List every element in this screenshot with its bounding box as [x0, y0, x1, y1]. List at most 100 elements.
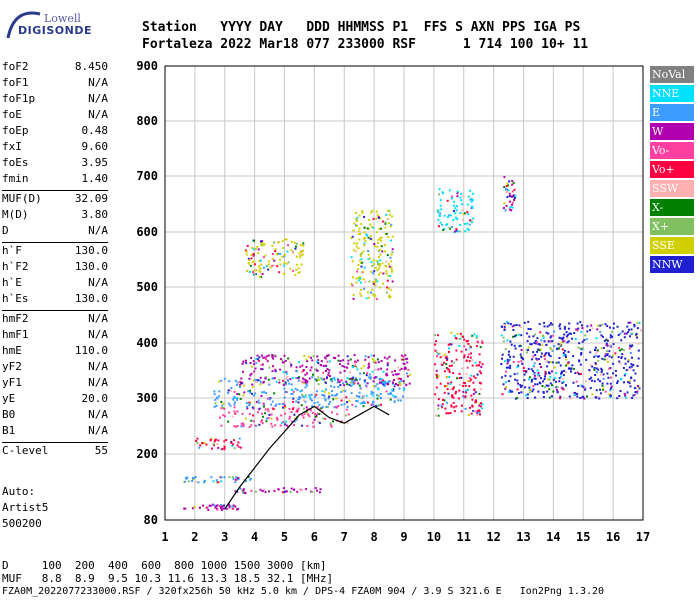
- echo-point: [379, 259, 382, 262]
- echo-point: [369, 376, 372, 379]
- echo-point: [525, 348, 528, 351]
- echo-point: [544, 358, 546, 361]
- echo-point: [583, 397, 586, 400]
- echo-point: [616, 382, 619, 384]
- echo-point: [355, 400, 358, 402]
- echo-point: [637, 349, 640, 352]
- echo-point: [570, 332, 572, 335]
- echo-point: [291, 408, 294, 411]
- echo-point: [346, 366, 348, 369]
- param-value: 110.0: [74, 344, 108, 357]
- echo-point: [236, 444, 239, 447]
- echo-point: [577, 346, 580, 349]
- echo-point: [234, 379, 237, 382]
- echo-point: [473, 333, 476, 336]
- echo-point: [360, 294, 363, 297]
- echo-point: [509, 367, 512, 370]
- echo-point: [337, 354, 340, 357]
- echo-point: [357, 230, 360, 233]
- echo-point: [291, 388, 293, 391]
- echo-point: [316, 489, 318, 492]
- echo-point: [369, 235, 372, 238]
- echo-point: [325, 381, 327, 384]
- echo-point: [358, 391, 361, 394]
- echo-point: [375, 298, 378, 301]
- echo-point: [594, 374, 597, 376]
- echo-point: [376, 383, 379, 386]
- echo-point: [324, 418, 327, 420]
- echo-point: [393, 379, 395, 381]
- echo-point: [525, 370, 527, 373]
- digisonde-logo: Lowell DIGISONDE: [4, 4, 124, 44]
- echo-point: [506, 189, 509, 191]
- echo-point: [397, 384, 399, 387]
- echo-point: [595, 351, 598, 354]
- echo-point: [348, 383, 351, 386]
- param-name: foEs: [2, 156, 29, 169]
- param-name: h`F2: [2, 260, 29, 273]
- echo-point: [532, 335, 535, 338]
- echo-point: [610, 376, 613, 379]
- echo-point: [216, 397, 219, 400]
- echo-point: [565, 331, 568, 334]
- echo-point: [404, 358, 407, 361]
- echo-point: [245, 359, 247, 362]
- echo-point: [548, 378, 551, 381]
- echo-point: [387, 236, 390, 238]
- echo-point: [468, 380, 471, 383]
- echo-point: [230, 441, 233, 444]
- echo-point: [461, 203, 464, 206]
- echo-point: [602, 373, 605, 376]
- echo-point: [296, 263, 299, 266]
- echo-point: [534, 396, 537, 399]
- echo-point: [437, 225, 440, 228]
- echo-point: [251, 406, 254, 409]
- echo-point: [366, 227, 369, 230]
- echo-point: [260, 395, 263, 397]
- echo-point: [472, 217, 475, 220]
- echo-point: [599, 324, 602, 327]
- echo-point: [541, 344, 544, 347]
- echo-point: [369, 223, 372, 226]
- echo-point: [567, 350, 570, 353]
- x-tick-label: 17: [636, 530, 650, 544]
- echo-point: [236, 393, 239, 395]
- echo-point: [455, 349, 458, 352]
- echo-point: [250, 254, 253, 256]
- echo-point: [617, 334, 620, 336]
- echo-point: [377, 404, 380, 407]
- echo-point: [481, 341, 484, 344]
- x-tick-label: 7: [341, 530, 348, 544]
- echo-point: [297, 407, 300, 410]
- echo-point: [295, 255, 298, 258]
- echo-point: [626, 391, 629, 394]
- echo-point: [282, 487, 285, 490]
- echo-point: [215, 479, 218, 482]
- echo-point: [632, 364, 635, 366]
- echo-point: [375, 405, 378, 407]
- echo-point: [267, 378, 270, 381]
- echo-point: [608, 350, 611, 353]
- echo-point: [381, 250, 384, 253]
- echo-point: [337, 359, 340, 362]
- echo-point: [298, 361, 300, 364]
- echo-point: [437, 398, 440, 401]
- echo-point: [318, 491, 321, 494]
- echo-point: [277, 488, 280, 491]
- echo-point: [624, 362, 627, 365]
- echo-point: [527, 320, 530, 323]
- echo-point: [279, 253, 282, 255]
- echo-point: [285, 383, 287, 386]
- echo-point: [357, 264, 360, 267]
- echo-point: [332, 398, 335, 401]
- echo-point: [389, 296, 392, 298]
- echo-point: [510, 343, 513, 346]
- echo-point: [360, 252, 363, 255]
- echo-point: [323, 378, 326, 381]
- echo-point: [561, 338, 564, 341]
- echo-point: [452, 361, 455, 364]
- echo-point: [434, 343, 437, 346]
- echo-point: [566, 363, 569, 366]
- echo-point: [541, 385, 544, 387]
- echo-point: [462, 390, 465, 393]
